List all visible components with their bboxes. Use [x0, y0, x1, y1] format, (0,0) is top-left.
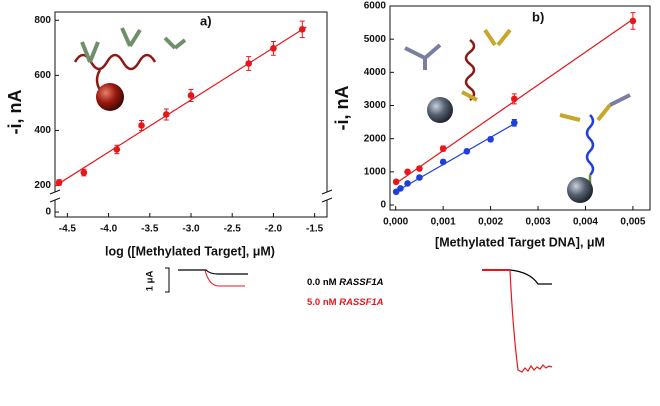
data-point: [162, 111, 170, 118]
legend-gene: RASSF1A: [339, 277, 383, 288]
scale-bar: [165, 267, 170, 293]
data-point: [439, 145, 447, 152]
data-point: [416, 165, 423, 172]
legend-text: 5.0 nM: [307, 297, 337, 308]
y-tick-label: 0: [45, 207, 51, 218]
x-tick-label: 0,004: [573, 217, 598, 228]
y-tick-label: 200: [34, 180, 51, 191]
data-point: [392, 178, 400, 186]
data-point: [113, 146, 121, 153]
x-axis-label: log ([Methylated Target], μM): [105, 244, 275, 258]
data-point: [629, 17, 637, 25]
y-axis-label: -i, nA: [332, 86, 352, 131]
fit-line: [54, 26, 307, 187]
y-tick-label: 1000: [364, 166, 387, 177]
y-tick-label: 0: [380, 200, 386, 211]
fit-line: [395, 123, 515, 193]
y-axis-label: -i, nA: [5, 90, 25, 135]
x-tick-label: -3.0: [182, 224, 200, 235]
data-point: [187, 92, 195, 99]
panel-annotation: a): [200, 13, 212, 28]
x-tick-label: 0,005: [620, 217, 645, 228]
legend-text: 0.0 nM: [307, 277, 337, 288]
panel-annotation: b): [532, 9, 544, 24]
axis-break-gap: [323, 192, 331, 201]
data-point: [404, 168, 411, 176]
y-tick-label: 5000: [364, 34, 387, 45]
x-tick-label: -4.5: [59, 224, 77, 235]
current-traces: 1 μA: [145, 267, 553, 373]
legend-entry: 5.0 nM RASSF1A: [307, 297, 384, 308]
trace-red: [178, 269, 245, 287]
plot-frame: [389, 5, 651, 211]
illustration-a: [73, 27, 187, 111]
data-point: [487, 136, 494, 143]
axis-break: [321, 189, 333, 203]
x-tick-label: 0,002: [478, 217, 503, 228]
data-point: [138, 122, 145, 129]
data-point: [416, 174, 423, 181]
data-point: [298, 26, 306, 33]
y-tick-label: 2000: [364, 133, 387, 144]
x-tick-label: -3.5: [141, 224, 159, 235]
data-point: [511, 95, 518, 103]
legend-gene: RASSF1A: [339, 297, 383, 308]
trace-black: [178, 269, 248, 275]
data-point: [270, 45, 277, 52]
data-point: [404, 180, 411, 187]
y-tick-label: 3000: [364, 100, 387, 111]
trace-black-2: [509, 269, 552, 285]
data-point: [397, 185, 404, 192]
data-point: [80, 169, 88, 176]
x-tick-label: -2.5: [224, 224, 242, 235]
y-tick-label: 600: [34, 70, 51, 81]
data-point: [439, 158, 447, 166]
y-tick-label: 800: [34, 15, 51, 26]
x-tick-label: -2.0: [265, 224, 283, 235]
x-tick-label: 0,000: [383, 217, 408, 228]
x-tick-label: 0,001: [431, 217, 456, 228]
trace-red-2: [509, 270, 553, 373]
axis-break: [49, 189, 61, 203]
data-point: [245, 60, 252, 67]
x-axis-label: [Methylated Target DNA], μM: [435, 235, 605, 249]
data-point: [511, 119, 518, 127]
data-point: [463, 147, 471, 155]
x-tick-label: -1.5: [306, 224, 324, 235]
y-tick-label: 6000: [364, 1, 387, 12]
data-point: [55, 179, 63, 186]
illustration-b: [404, 28, 631, 203]
axis-break-gap: [51, 192, 59, 201]
legend-entry: 0.0 nM RASSF1A: [307, 277, 384, 288]
x-tick-label: -4.0: [100, 224, 118, 235]
x-tick-label: 0,003: [526, 217, 551, 228]
y-tick-label: 400: [34, 125, 51, 136]
scale-label: 1 μA: [145, 271, 156, 292]
y-tick-label: 4000: [364, 67, 387, 78]
